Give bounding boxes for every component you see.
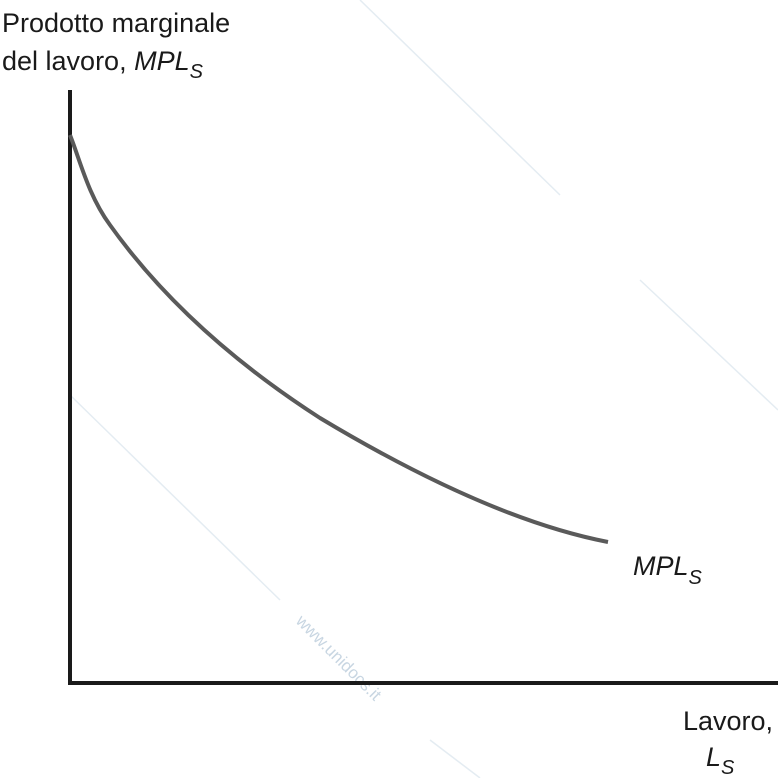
x-axis-label-line1: Lavoro,	[683, 706, 773, 736]
mpl-curve	[68, 134, 609, 544]
y-axis-label-line2: del lavoro, MPLS	[2, 46, 204, 83]
x-axis-label-line2: LS	[706, 742, 735, 778]
watermark-lines	[69, 0, 778, 778]
y-axis-label-symbol: MPL	[134, 46, 190, 76]
watermark-line	[429, 739, 481, 778]
watermark: www.unidocs.it	[291, 611, 385, 705]
x-axis-label-symbol: L	[706, 742, 721, 772]
curve-label-subscript: S	[689, 567, 703, 589]
y-axis-label-subscript: S	[190, 61, 204, 83]
watermark-line	[69, 394, 281, 601]
y-axis-label-line1: Prodotto marginale	[2, 8, 230, 38]
curve-label-symbol: MPL	[633, 551, 689, 581]
y-axis-label-text: del lavoro,	[2, 46, 127, 76]
curve-label: MPLS	[633, 551, 703, 589]
watermark-line	[359, 0, 561, 196]
watermark-line	[639, 279, 778, 411]
x-axis-label-subscript: S	[721, 757, 735, 778]
